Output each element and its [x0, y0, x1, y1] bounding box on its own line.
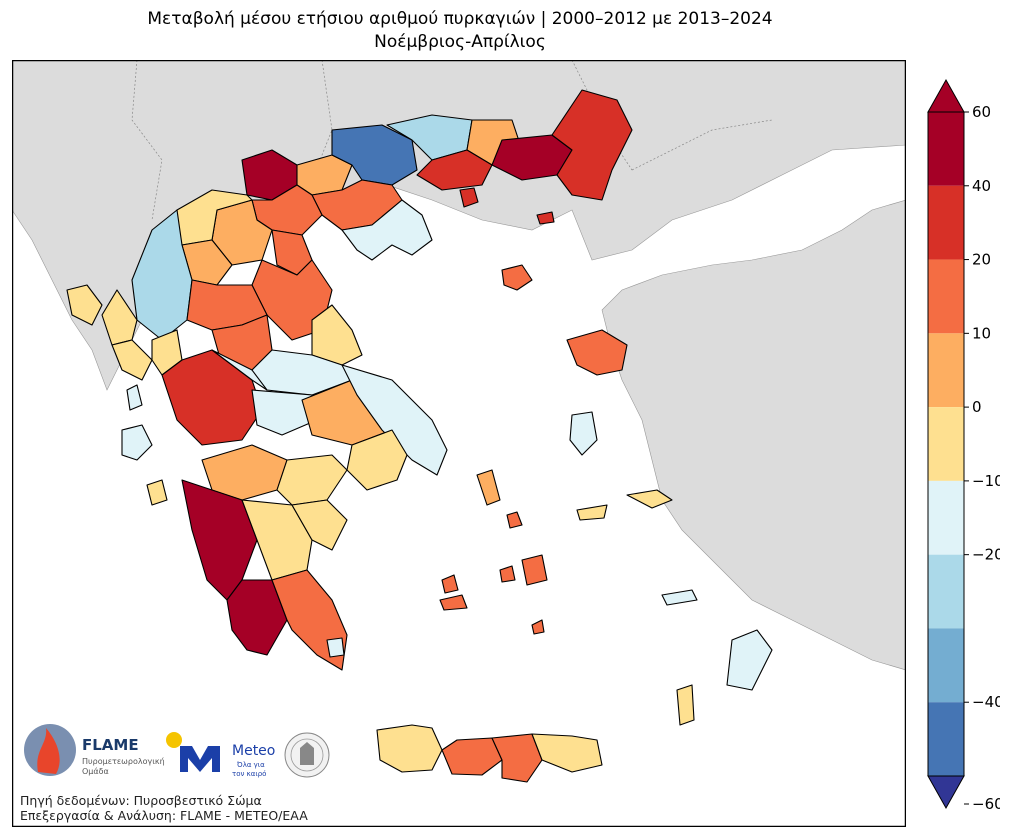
meteo-sun-icon: [166, 732, 182, 748]
island-kythnos: [441, 574, 459, 594]
data-source-credit: Πηγή δεδομένων: Πυροσβεστικό Σώμα: [20, 793, 262, 808]
island-thasos: [459, 187, 479, 208]
meteo-m-icon: [180, 746, 220, 772]
island-santorini: [531, 619, 545, 635]
map-title: Μεταβολή μέσου ετήσιου αριθμού πυρκαγιών…: [147, 9, 773, 29]
colorbar-tick-label: −20: [972, 546, 1000, 564]
meteo-logo-sub1: Όλα για: [236, 761, 265, 769]
country-borders: [131, 60, 773, 221]
region-argolida: [291, 499, 348, 551]
island-kefalonia: [121, 424, 153, 461]
island-andros: [476, 469, 501, 506]
region-evros: [551, 89, 633, 201]
colorbar-bin: [928, 554, 964, 629]
colorbar-tick-label: −40: [972, 693, 1000, 711]
colorbar-bin: [928, 702, 964, 776]
colorbar-bin: [928, 407, 964, 481]
island-kos: [661, 589, 698, 606]
colorbar-over-triangle: [927, 78, 965, 113]
island-kerkyra: [66, 284, 103, 326]
island-lefkada: [126, 384, 143, 411]
flame-logo: FLAME Πυρομετεωρολογική Ομάδα: [24, 724, 165, 776]
island-chios: [569, 411, 598, 456]
island-limnos: [501, 264, 533, 291]
map-frame: [12, 60, 906, 827]
colorbar-frame: [927, 111, 965, 777]
flame-logo-sub1: Πυρομετεωρολογική: [82, 757, 165, 766]
flame-logo-sub2: Ομάδα: [82, 767, 109, 776]
colorbar-bin: [928, 185, 964, 260]
colorbar: 60 40 20 10 0 −10 −20 −40 −60: [927, 78, 1000, 813]
island-lesvos: [566, 329, 628, 376]
island-samothraki: [536, 211, 555, 225]
colorbar-ticks: 60 40 20 10 0 −10 −20 −40 −60: [964, 103, 1000, 813]
meteo-logo-sub2: τον καιρό: [232, 770, 266, 778]
eaa-seal-icon: [284, 732, 330, 778]
colorbar-bin: [928, 259, 964, 334]
processing-credit: Επεξεργασία & Ανάλυση: FLAME - METEO/EAA: [20, 808, 308, 823]
island-milos: [439, 594, 468, 611]
colorbar-bin: [928, 480, 964, 555]
region-messinia: [226, 579, 288, 656]
island-rhodes: [726, 629, 773, 691]
island-kythira: [326, 637, 345, 658]
turkey-land: [601, 145, 906, 671]
region-preveza: [111, 339, 153, 381]
colorbar-tick-label: −60: [972, 795, 1000, 813]
region-evia: [341, 364, 448, 476]
choropleth-map: FLAME Πυρομετεωρολογική Ομάδα Meteo Όλα …: [12, 60, 906, 827]
flame-fire-icon: [37, 728, 60, 774]
island-tinos: [506, 511, 523, 529]
meteo-logo: Meteo Όλα για τον καιρό: [166, 732, 275, 778]
colorbar-tick-label: −10: [972, 472, 1000, 490]
island-paros: [499, 565, 516, 583]
region-chania: [376, 724, 443, 773]
flame-logo-title: FLAME: [82, 736, 139, 754]
colorbar-tick-label: 60: [972, 103, 991, 121]
region-lasithi: [531, 733, 603, 773]
colorbar-under-triangle: [927, 775, 965, 810]
island-naxos: [521, 554, 548, 586]
colorbar-bin: [928, 333, 964, 408]
colorbar-tick-label: 0: [972, 398, 982, 416]
colorbar-tick-label: 40: [972, 177, 991, 195]
colorbar-tick-label: 10: [972, 324, 991, 342]
map-subtitle: Νοέμβριος-Απρίλιος: [374, 32, 546, 52]
colorbar-bin: [928, 628, 964, 703]
region-fokida: [251, 389, 318, 436]
colorbar-bins: [927, 78, 965, 810]
colorbar-tick-label: 20: [972, 251, 991, 269]
island-samos: [626, 489, 673, 509]
region-chalkidiki: [341, 199, 433, 261]
meteo-logo-title: Meteo: [232, 743, 275, 759]
island-ikaria: [576, 504, 608, 521]
region-kavala: [416, 149, 493, 191]
greek-regions: [66, 89, 773, 783]
colorbar-bin: [928, 112, 964, 186]
island-karpathos: [676, 684, 695, 726]
island-zakynthos: [146, 479, 168, 506]
